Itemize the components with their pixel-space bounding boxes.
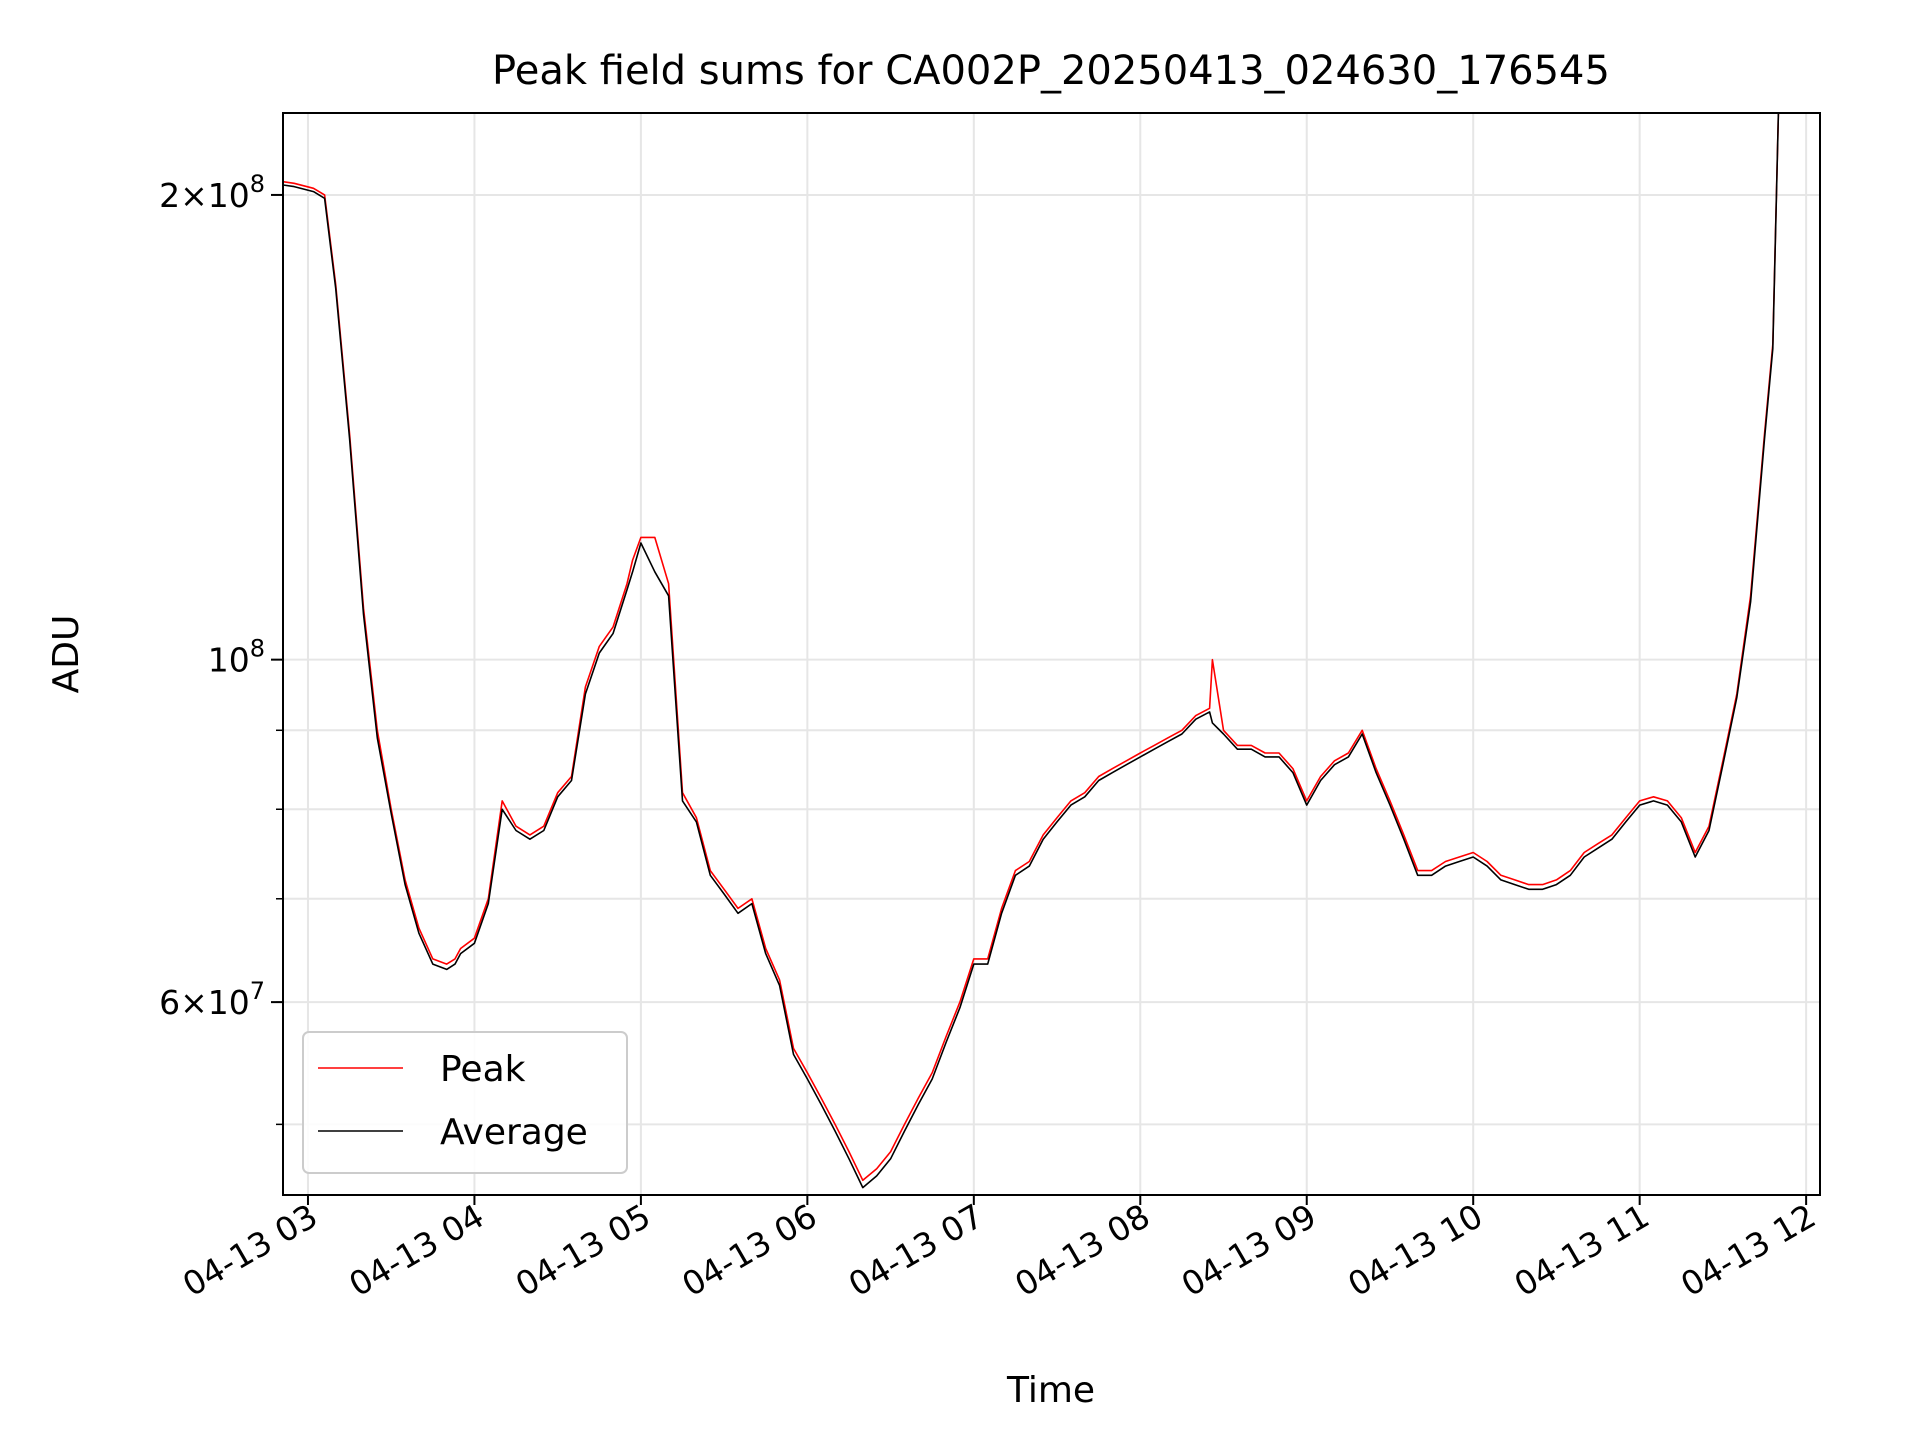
series-line-average <box>283 113 1780 1189</box>
legend: Peak Average <box>302 1031 628 1174</box>
y-tick-label: 108 <box>208 635 265 680</box>
y-axis-label: ADU <box>46 615 87 694</box>
series-layer <box>283 113 1780 1189</box>
series-line-peak <box>283 113 1780 1182</box>
legend-peak-label: Peak <box>440 1049 526 1090</box>
y-tick-label: 6×107 <box>159 977 265 1022</box>
grid-layer <box>283 113 1820 1195</box>
legend-average-label: Average <box>440 1112 588 1153</box>
plot-frame <box>282 112 1821 1196</box>
y-tick-label: 2×108 <box>159 170 265 215</box>
x-axis-label: Time <box>1006 1370 1095 1411</box>
chart-title: Peak field sums for CA002P_20250413_0246… <box>492 48 1610 94</box>
